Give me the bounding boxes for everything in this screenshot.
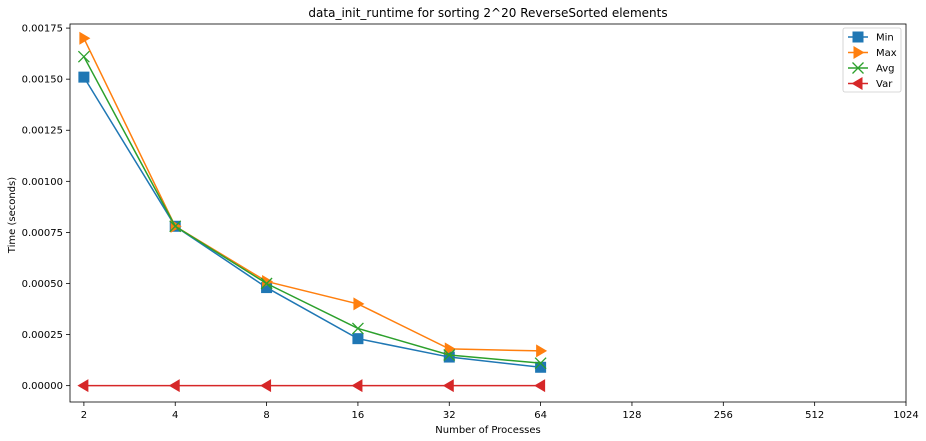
data-point: [353, 297, 365, 311]
data-point: [79, 31, 91, 45]
x-tick-label: 4: [172, 410, 178, 421]
x-tick-label: 256: [714, 410, 733, 421]
legend: Min Max Avg Var: [842, 27, 902, 93]
legend-label: Avg: [876, 64, 895, 75]
data-point: [169, 220, 182, 233]
data-point: [535, 361, 547, 373]
legend-box: [842, 27, 902, 93]
data-point: [260, 379, 272, 393]
data-point: [168, 379, 180, 393]
x-tick-label: 512: [805, 410, 824, 421]
legend-item-min: Min: [848, 31, 894, 44]
y-tick-label: 0.00100: [22, 177, 63, 188]
data-point: [260, 277, 273, 290]
data-point: [261, 282, 273, 294]
data-point: [351, 322, 364, 335]
x-tick-label: 128: [622, 410, 641, 421]
data-point: [444, 342, 456, 356]
data-point: [534, 357, 547, 370]
legend-marker: [853, 46, 865, 59]
data-point: [536, 344, 548, 358]
series-min: [78, 71, 547, 373]
data-point: [443, 351, 455, 363]
legend-label: Min: [876, 33, 894, 44]
series-layer: [77, 31, 548, 393]
legend-label: Var: [876, 79, 893, 90]
series-var: [77, 379, 546, 393]
y-tick-label: 0.00150: [22, 75, 63, 86]
x-axis-label: Number of Processes: [435, 425, 540, 436]
data-point: [78, 71, 90, 83]
y-tick-label: 0.00050: [22, 279, 63, 290]
series-avg: [77, 50, 547, 370]
legend-marker: [852, 31, 864, 43]
y-tick-label: 0.00125: [22, 126, 63, 137]
legend-marker: [852, 62, 864, 74]
legend-marker: [851, 77, 863, 90]
x-tick-label: 16: [352, 410, 365, 421]
y-tick-label: 0.00000: [22, 381, 63, 392]
y-tick-label: 0.00025: [22, 330, 63, 341]
legend-item-max: Max: [848, 46, 897, 59]
y-tick-label: 0.00075: [22, 228, 63, 239]
data-point: [77, 379, 89, 393]
series-line: [83, 37, 541, 352]
legend-item-var: Var: [848, 77, 893, 90]
series-line: [83, 76, 541, 369]
x-tick-label: 2: [81, 410, 87, 421]
data-point: [77, 50, 90, 63]
chart-title: data_init_runtime for sorting 2^20 Rever…: [308, 6, 667, 20]
series-max: [79, 31, 548, 358]
legend-item-avg: Avg: [848, 62, 895, 75]
x-tick-label: 8: [263, 410, 269, 421]
legend-label: Max: [876, 48, 897, 59]
x-axis: 2 4 8 16 32 64 128 256 512 1024: [81, 402, 919, 421]
y-axis-label: Time (seconds): [7, 177, 18, 254]
plot-area: [69, 23, 907, 403]
data-point: [442, 379, 454, 393]
y-axis: 0.00000 0.00025 0.00050 0.00075 0.00100 0.001…: [22, 24, 70, 392]
data-point: [534, 379, 546, 393]
y-tick-label: 0.00175: [22, 24, 63, 35]
x-tick-label: 1024: [893, 410, 918, 421]
x-tick-label: 32: [443, 410, 456, 421]
data-point: [351, 379, 363, 393]
data-point: [443, 349, 456, 361]
x-tick-label: 64: [534, 410, 547, 421]
series-line: [83, 56, 541, 364]
data-point: [352, 333, 364, 345]
